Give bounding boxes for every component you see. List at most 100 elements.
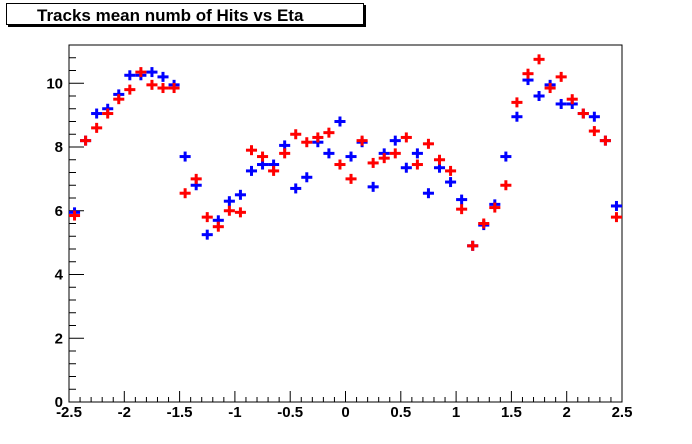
data-point (223, 196, 235, 207)
data-point (422, 188, 434, 199)
data-point (511, 111, 523, 122)
data-point (566, 94, 578, 105)
data-point (113, 94, 125, 105)
data-point (223, 205, 235, 216)
data-point (588, 111, 600, 122)
data-point (245, 165, 258, 176)
data-point (179, 151, 191, 162)
data-point (555, 71, 567, 82)
data-point (378, 153, 390, 164)
data-point (433, 154, 446, 165)
data-point (445, 177, 457, 188)
data-point (124, 70, 136, 81)
series-0 (69, 67, 622, 251)
x-tick-label: 0 (341, 404, 349, 421)
data-point (445, 165, 457, 176)
data-point (146, 79, 158, 90)
data-point (345, 173, 357, 184)
data-point (610, 200, 622, 211)
x-tick-label: -2.5 (56, 404, 82, 421)
y-tick-label: 0 (55, 394, 63, 411)
data-point (323, 127, 335, 138)
data-point (522, 68, 534, 79)
data-point (91, 122, 103, 133)
data-point (157, 83, 169, 94)
x-tick-label: 0.5 (390, 404, 411, 421)
y-tick-label: 8 (55, 139, 63, 156)
tick-labels: -2.5 -2 -1.5 -1 -0.5 0 0.5 1 1.5 2 2.5 0 2 4 6 8 10 (46, 75, 632, 421)
data-point (157, 71, 169, 82)
data-point (234, 207, 246, 218)
data-point (555, 98, 567, 109)
y-tick-label: 10 (46, 75, 63, 92)
data-point (91, 108, 103, 119)
data-point (168, 83, 180, 94)
data-point (212, 221, 224, 232)
x-tick-label: -0.5 (277, 404, 303, 421)
data-point (456, 194, 468, 205)
data-point (201, 229, 213, 240)
data-point (411, 159, 423, 170)
data-point (610, 212, 622, 223)
data-point (312, 132, 324, 143)
data-point (257, 151, 269, 162)
data-point (146, 67, 158, 78)
data-point (599, 135, 611, 146)
data-point (367, 157, 379, 168)
data-series (69, 54, 622, 251)
data-point (411, 148, 423, 159)
data-point (389, 148, 401, 159)
data-point (279, 148, 291, 159)
data-point (588, 126, 600, 137)
data-point (80, 135, 92, 146)
data-point (400, 162, 412, 173)
data-point (245, 145, 258, 156)
data-point (500, 180, 512, 191)
y-tick-label: 6 (55, 203, 63, 220)
series-1 (69, 54, 622, 251)
data-point (478, 218, 490, 229)
data-point (301, 137, 313, 148)
axis-ticks (68, 44, 623, 403)
x-tick-label: -1.5 (167, 404, 193, 421)
data-point (334, 159, 346, 170)
data-point (124, 84, 136, 95)
data-point (345, 151, 357, 162)
data-point (290, 183, 302, 194)
data-point (323, 148, 335, 159)
data-point (201, 212, 213, 223)
data-point (533, 91, 545, 101)
data-point (234, 189, 246, 200)
chart-title: Tracks mean numb of Hits vs Eta (37, 6, 304, 25)
data-point (290, 129, 302, 140)
data-point (533, 54, 545, 65)
data-point (179, 188, 191, 199)
data-point (400, 132, 412, 143)
data-point (577, 108, 589, 119)
x-tick-label: 2.5 (612, 404, 633, 421)
x-tick-label: -2 (118, 404, 131, 421)
data-point (511, 97, 523, 108)
y-tick-label: 2 (55, 330, 63, 347)
y-tick-label: 4 (55, 267, 64, 284)
x-tick-label: -1 (228, 404, 241, 421)
data-point (190, 173, 202, 184)
data-point (456, 204, 468, 215)
title-box: Tracks mean numb of Hits vs Eta (6, 3, 364, 25)
data-point (544, 83, 556, 94)
data-point (268, 165, 280, 176)
data-point (102, 108, 114, 119)
data-point (389, 135, 401, 146)
x-tick-label: 2 (563, 404, 571, 421)
data-point (135, 67, 147, 78)
data-point (489, 202, 501, 213)
data-point (301, 172, 313, 183)
data-point (356, 135, 368, 146)
x-tick-label: 1 (452, 404, 460, 421)
data-point (500, 151, 512, 162)
data-point (467, 240, 479, 251)
x-tick-label: 1.5 (501, 404, 522, 421)
data-point (69, 210, 81, 221)
